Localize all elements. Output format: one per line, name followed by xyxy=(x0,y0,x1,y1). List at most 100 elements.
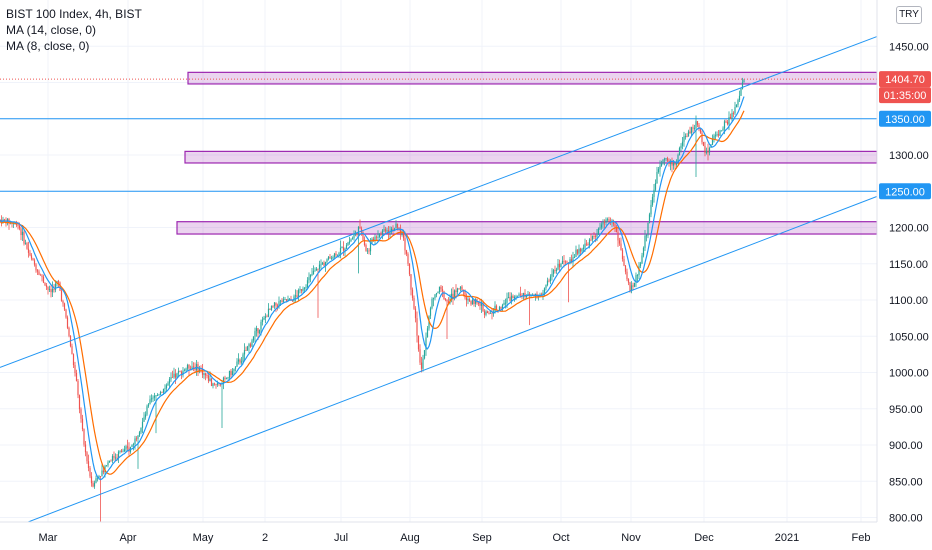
candle-body xyxy=(86,452,88,462)
candle-body xyxy=(99,476,102,477)
candle-body xyxy=(50,289,52,293)
candle-body xyxy=(402,232,405,239)
candle-body xyxy=(32,258,34,261)
candle-body xyxy=(572,257,574,263)
candle-body xyxy=(584,243,586,248)
candle-body xyxy=(555,269,558,272)
candle-body xyxy=(239,359,241,363)
candle-body xyxy=(330,258,333,260)
candle-body xyxy=(582,247,585,250)
channel-lower-line[interactable] xyxy=(0,174,932,534)
candle-body xyxy=(506,298,508,303)
resistance-zone[interactable] xyxy=(184,150,878,164)
candle-body xyxy=(639,263,642,266)
resistance-zones[interactable] xyxy=(176,71,878,235)
last-price-label-bg xyxy=(879,71,931,88)
candle-body xyxy=(278,301,280,308)
candle-body xyxy=(623,259,625,266)
trend-channel[interactable] xyxy=(0,15,932,534)
candle-body xyxy=(663,158,666,160)
candle-body xyxy=(687,131,690,137)
resistance-zone[interactable] xyxy=(176,221,878,235)
candle-body xyxy=(156,395,159,396)
candle-body xyxy=(387,230,390,233)
candle-body xyxy=(648,214,651,224)
candle-body xyxy=(363,239,366,245)
candle-body xyxy=(681,141,684,146)
candle-body xyxy=(120,450,123,452)
candle-body xyxy=(504,302,507,304)
candle-body xyxy=(488,313,490,314)
candle-body xyxy=(525,295,528,298)
candle-body xyxy=(92,483,94,487)
candle-body xyxy=(690,127,693,134)
ma8-legend[interactable]: MA (8, close, 0) xyxy=(6,39,90,53)
candle-body xyxy=(606,219,609,221)
channel-upper-line[interactable] xyxy=(0,15,932,368)
candle-body xyxy=(207,375,210,382)
x-tick-label: 2021 xyxy=(775,532,799,544)
currency-badge[interactable]: TRY xyxy=(896,6,922,24)
candle-body xyxy=(513,297,516,299)
candle-body xyxy=(263,317,265,320)
candle-body xyxy=(464,291,466,298)
candle-body xyxy=(206,375,208,377)
candle-body xyxy=(377,236,379,238)
candle-body xyxy=(240,361,243,363)
candle-body xyxy=(609,220,612,223)
candle-body xyxy=(302,288,304,291)
candle-body xyxy=(516,295,519,297)
candle-body xyxy=(341,247,343,249)
candle-body xyxy=(510,295,513,302)
candle-body xyxy=(294,295,297,297)
x-tick-label: Apr xyxy=(119,532,136,544)
candle-body xyxy=(390,228,393,232)
candle-body xyxy=(524,293,526,298)
ma14-legend[interactable]: MA (14, close, 0) xyxy=(6,23,97,37)
resistance-zone[interactable] xyxy=(187,71,878,85)
candle-body xyxy=(615,226,618,233)
candle-body xyxy=(380,233,382,235)
candle-body xyxy=(693,128,696,129)
candle-body xyxy=(741,82,744,89)
candle-body xyxy=(102,470,105,473)
candle-body xyxy=(416,318,418,336)
candle-body xyxy=(588,239,591,245)
candle-body xyxy=(549,276,552,282)
y-tick-label: 1000.00 xyxy=(889,368,929,380)
candle-body xyxy=(498,307,501,311)
candle-body xyxy=(17,225,19,226)
candle-body xyxy=(177,370,180,374)
candle-body xyxy=(318,264,321,270)
candle-body xyxy=(407,253,409,264)
candle-body xyxy=(312,270,315,275)
candle-body xyxy=(725,121,727,123)
price-labels: 1350.00 1250.00 1404.70 01:35:00 xyxy=(879,71,931,200)
candle-body xyxy=(114,457,117,459)
candle-body xyxy=(543,288,546,293)
candle-body xyxy=(132,444,135,445)
candle-body xyxy=(188,365,190,369)
candle-body xyxy=(281,300,283,302)
candle-body xyxy=(419,349,421,363)
candle-body xyxy=(636,274,639,276)
candle-body xyxy=(3,219,6,221)
candle-body xyxy=(495,305,498,311)
candle-body xyxy=(542,292,544,295)
candle-body xyxy=(62,300,64,304)
candle-body xyxy=(270,305,273,310)
x-tick-label: 2 xyxy=(262,532,268,544)
time-axis[interactable]: Mar Apr May 2 Jul Aug Sep Oct Nov Dec 2021 Feb xyxy=(0,521,932,550)
candle-body xyxy=(306,280,309,288)
candle-body xyxy=(678,148,681,155)
candle-body xyxy=(150,398,153,400)
candle-body xyxy=(695,121,697,129)
candle-body xyxy=(141,421,144,428)
candle-body xyxy=(375,236,378,238)
bar-countdown-label: 01:35:00 xyxy=(884,90,927,102)
candle-body xyxy=(465,297,468,301)
candle-body xyxy=(738,95,741,101)
candle-body xyxy=(654,183,657,190)
candle-body xyxy=(324,261,327,266)
